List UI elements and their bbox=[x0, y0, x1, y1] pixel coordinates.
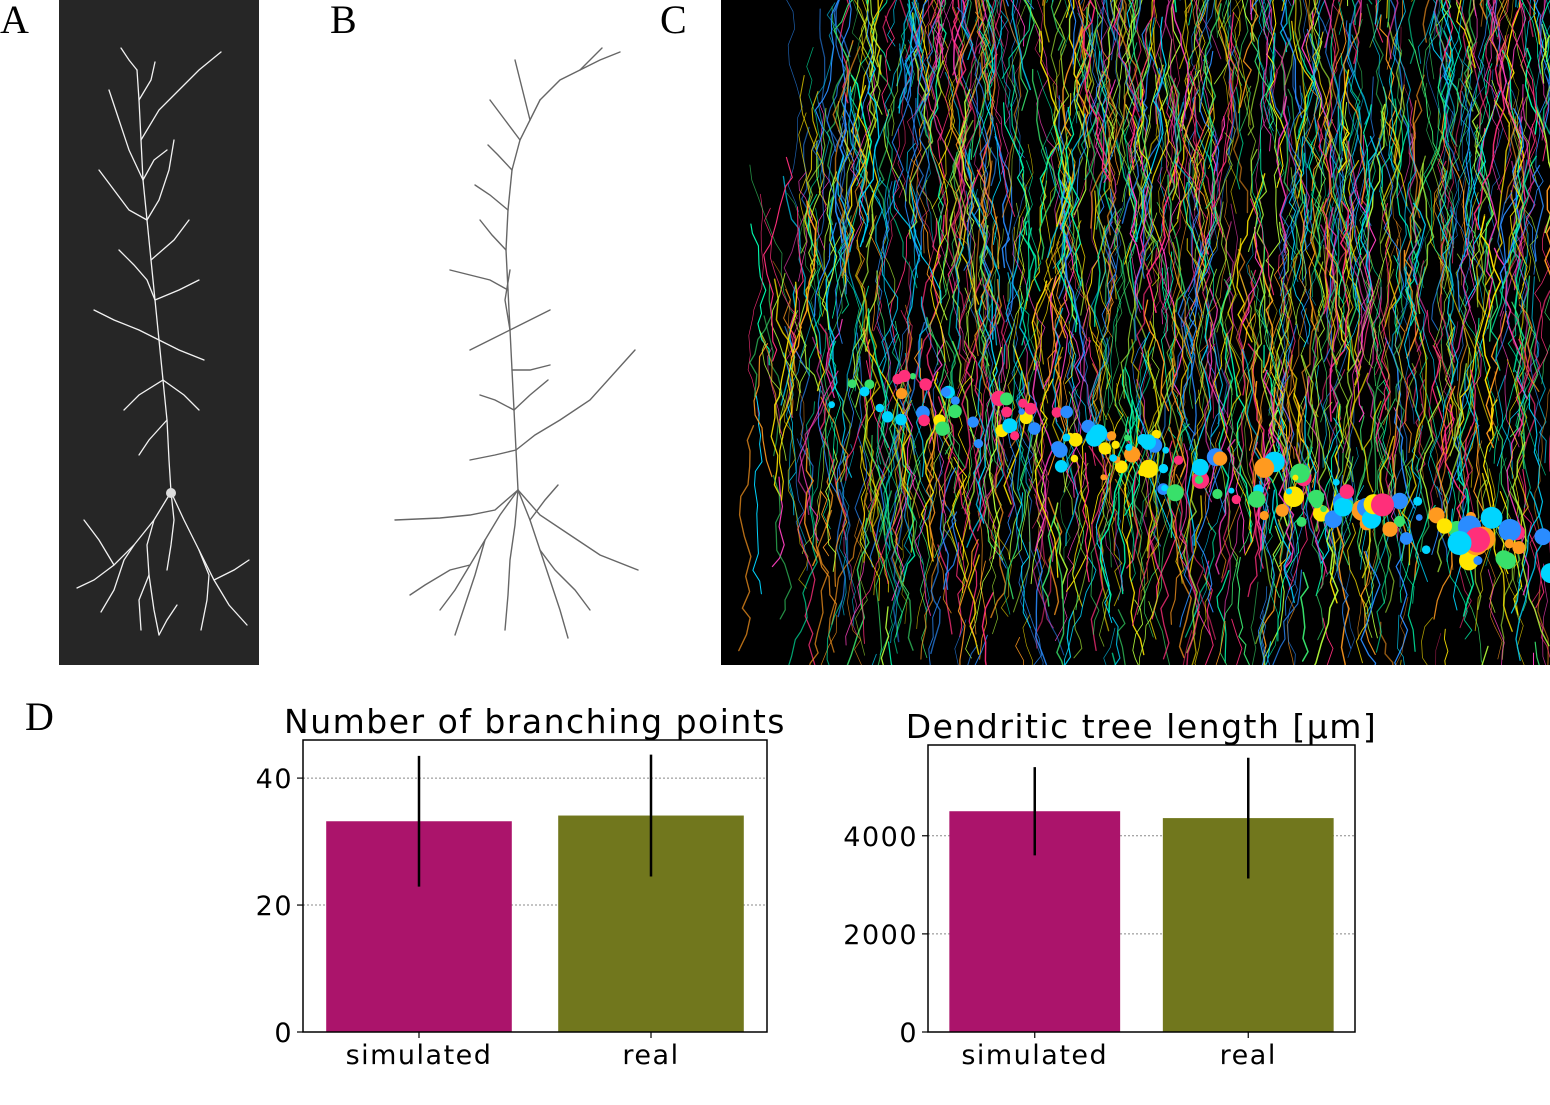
panel-label-d: D bbox=[25, 694, 54, 739]
neuron-morphology-white bbox=[76, 47, 250, 636]
soma bbox=[166, 488, 176, 498]
soma-layer bbox=[828, 369, 1550, 584]
panel-label-b: B bbox=[330, 0, 357, 42]
plot-frame bbox=[927, 744, 1356, 1033]
network-render bbox=[721, 0, 1550, 665]
chart-dendritic-length: Dendritic tree length [µm] simulated real 0… bbox=[820, 700, 1380, 1100]
neuron-render-dark bbox=[59, 0, 259, 665]
panel-label-a: A bbox=[0, 0, 29, 42]
fiber-layer bbox=[738, 0, 1550, 665]
bar-chart-branching-points: Number of branching points simulated real 0… bbox=[256, 702, 786, 1071]
neuron-network bbox=[738, 0, 1550, 665]
x-tick-label: real bbox=[622, 1040, 679, 1071]
panel-label-c: C bbox=[660, 0, 687, 42]
chart-branching-points: Number of branching points simulated real 0… bbox=[240, 700, 800, 1100]
y-tick-label: 0 bbox=[899, 1018, 918, 1049]
bar-chart-dendritic-length: Dendritic tree length [µm] simulated real 0… bbox=[843, 707, 1378, 1071]
x-tick-label: simulated bbox=[346, 1040, 493, 1071]
chart-title: Number of branching points bbox=[284, 702, 786, 741]
neuron-render-light bbox=[380, 30, 660, 650]
neuron-morphology-grey bbox=[394, 47, 639, 639]
y-tick-label: 2000 bbox=[843, 920, 918, 951]
y-tick-label: 4000 bbox=[843, 822, 918, 853]
y-tick-label: 20 bbox=[256, 891, 293, 922]
plot-frame bbox=[302, 739, 768, 1033]
y-tick-label: 0 bbox=[274, 1018, 293, 1049]
x-tick-label: real bbox=[1220, 1040, 1277, 1071]
chart-title: Dendritic tree length [µm] bbox=[906, 707, 1378, 746]
y-tick-label: 40 bbox=[256, 764, 293, 795]
x-tick-label: simulated bbox=[961, 1040, 1108, 1071]
